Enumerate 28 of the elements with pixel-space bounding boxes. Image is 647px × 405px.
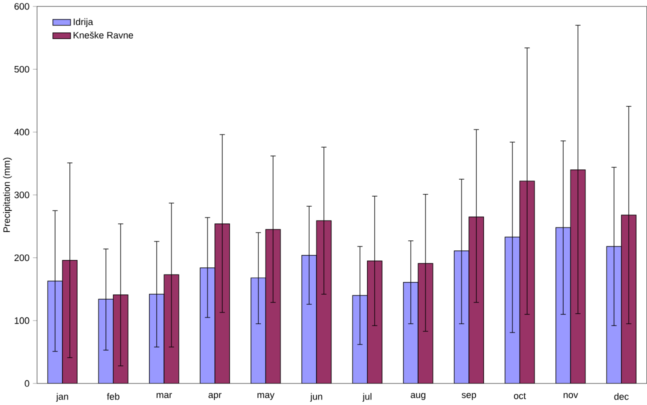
x-tick-label: aug — [410, 393, 426, 400]
bar — [200, 268, 216, 384]
y-tick-label: 300 — [14, 192, 30, 198]
x-tick-label: mar — [156, 393, 172, 398]
legend-label: Kneške Ravne — [74, 32, 134, 39]
x-tick-label: nov — [564, 393, 578, 398]
legend-label: Idrija — [74, 18, 94, 28]
bar — [250, 278, 266, 384]
bar — [316, 220, 332, 384]
bar — [403, 282, 418, 384]
x-tick-label: jan — [56, 393, 68, 402]
y-tick-label: 400 — [14, 128, 30, 136]
bar — [266, 230, 280, 384]
x-tick-label: feb — [106, 393, 120, 400]
y-tick-label: 200 — [14, 254, 30, 262]
bar — [301, 255, 317, 384]
y-tick-label: 500 — [14, 66, 30, 73]
y-tick-label: 600 — [14, 3, 30, 10]
x-tick-label: may — [258, 393, 274, 400]
x-tick-label: jul — [362, 393, 372, 402]
x-tick-label: dec — [614, 393, 629, 400]
x-tick-label: jun — [310, 393, 322, 402]
y-axis-title: Precipitation (mm) — [3, 158, 12, 232]
x-tick-label: apr — [208, 393, 222, 400]
x-tick-label: oct — [514, 393, 526, 400]
y-tick-label: 100 — [14, 317, 30, 324]
y-tick-label: 0 — [24, 380, 30, 387]
x-tick-label: sep — [462, 393, 476, 400]
